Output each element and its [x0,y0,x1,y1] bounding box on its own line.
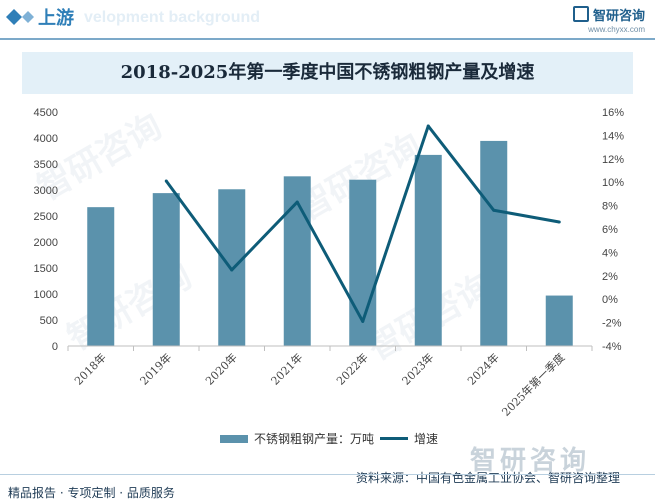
left-axis: 0 500 1000 1500 2000 2500 3000 3500 4000 4500 [34,107,58,353]
legend-label-bar: 不锈钢粗钢产量：万吨 [254,432,375,446]
x-tick-label: 2023年 [399,350,436,387]
x-tick-label: 2018年 [71,350,108,387]
title-band [22,52,633,94]
watermark-logo: 智研咨询 [470,446,591,476]
right-tick-label: 14% [602,130,624,142]
left-tick-label: 3000 [34,185,58,197]
right-tick-label: -4% [602,341,622,353]
x-tick-label: 2019年 [137,350,174,387]
combo-chart: 0 500 1000 1500 2000 2500 3000 3500 4000 4500 -4%… [34,107,625,419]
bar [152,193,180,346]
x-tick-label: 2020年 [202,350,239,387]
right-tick-label: -2% [602,318,622,330]
line-point [164,179,168,183]
footer-rule [0,474,655,475]
x-tick-label: 2021年 [268,350,305,387]
x-tick-label: 2025年第一季度 [499,350,568,419]
line-point [230,268,234,272]
bar [414,154,442,346]
right-tick-label: 6% [602,224,618,236]
brand: 智研咨询 www.chyxx.com [572,5,645,34]
left-tick-label: 2000 [34,237,58,249]
bar [480,140,508,346]
right-axis: -4% -2% 0% 2% 4% 6% 8% 10% 12% 14% 16% [602,107,624,353]
left-tick-label: 2500 [34,211,58,223]
x-tick-label: 2022年 [333,350,370,387]
left-tick-label: 4000 [34,133,58,145]
section-subtitle: velopment background [84,9,261,26]
section-title: 上游 [38,8,74,29]
legend-item-line: 增速 [380,430,438,447]
right-tick-label: 4% [602,247,618,259]
left-tick-label: 3500 [34,159,58,171]
bar [545,295,573,346]
footer-tagline: 精品报告 · 专项定制 · 品质服务 [8,486,175,500]
right-tick-label: 0% [602,294,618,306]
left-tick-label: 4500 [34,107,58,119]
legend-swatch-line [380,437,408,440]
diamond-icon [6,9,34,25]
left-tick-label: 0 [52,341,58,353]
line-point [426,124,430,128]
right-tick-label: 8% [602,201,618,213]
brand-name: 智研咨询 [572,5,645,24]
right-tick-label: 10% [602,177,624,189]
header-rule [0,38,655,40]
chart-title: 2018-2025年第一季度中国不锈钢粗钢产量及增速 [120,62,535,83]
legend-item-bar: 不锈钢粗钢产量：万吨 [220,430,374,447]
legend-label-line: 增速 [414,432,439,446]
brand-logo-icon [572,6,589,22]
left-tick-label: 500 [40,315,58,327]
line-point [361,319,365,323]
bar-series [87,140,573,346]
right-tick-label: 12% [602,154,624,166]
right-tick-label: 16% [602,107,624,119]
legend-swatch-bar [220,434,248,443]
line-point [557,220,561,224]
line-series [164,124,561,323]
brand-url: www.chyxx.com [588,25,645,34]
right-tick-label: 2% [602,271,618,283]
source-note: 资料来源：中国有色金属工业协会、智研咨询整理 [356,471,621,485]
line-point [295,200,299,204]
bar [87,207,115,346]
x-tick-label: 2024年 [464,350,501,387]
header: velopment background 上游 智研咨询 www.chyxx.c… [0,0,655,36]
left-tick-label: 1000 [34,289,58,301]
left-tick-label: 1500 [34,263,58,275]
legend: 不锈钢粗钢产量：万吨 增速 [0,430,655,450]
x-axis: 2018年 2019年 2020年 2021年 2022年 2023年 2024年2025年… [67,345,593,419]
line-point [492,208,496,212]
